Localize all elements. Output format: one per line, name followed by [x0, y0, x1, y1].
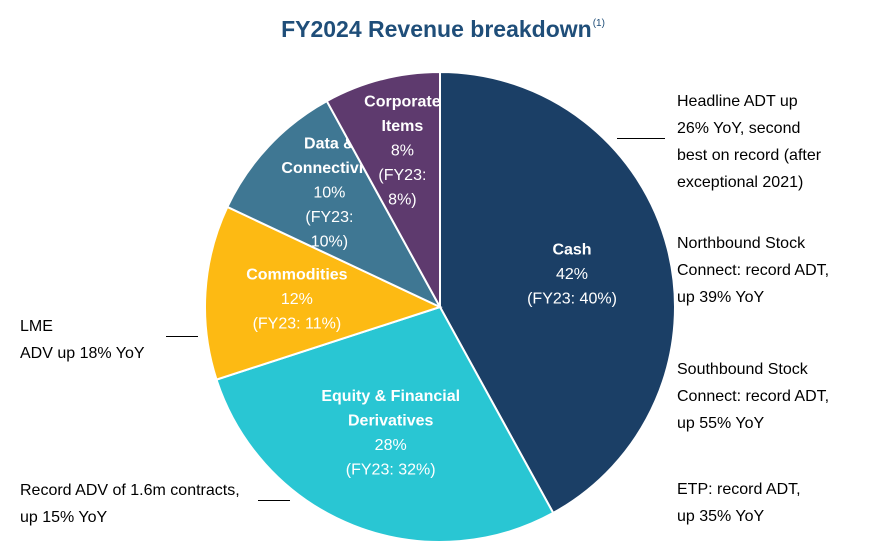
pie-slice-cash: [439, 70, 676, 515]
slice-value-commodities: 12%: [281, 291, 313, 308]
annotation-equity-derivatives: Record ADV of 1.6m contracts, up 15% YoY: [20, 482, 240, 526]
slice-label-cash: Cash: [552, 242, 591, 259]
slice-prior-corporate-items: 8%): [388, 191, 416, 208]
slice-value-cash: 42%: [556, 266, 588, 283]
slice-value-data-and-connectivity: 10%: [313, 185, 345, 202]
annotation-southbound: Southbound Stock Connect: record ADT, up…: [677, 361, 830, 432]
leader-line-cash: [617, 138, 665, 139]
pie-slice-corporate-items: [325, 70, 441, 308]
annotation-etp: ETP: record ADT, up 35% YoY: [677, 481, 801, 525]
slice-value-corporate-items: 8%: [391, 142, 414, 159]
slice-prior-equity-and-financial-derivatives: (FY23: 32%): [346, 461, 436, 478]
leader-line-equity-derivatives: [258, 500, 290, 501]
slice-prior-data-and-connectivity: 10%): [311, 234, 348, 251]
pie-slice-equity-and-financial-derivatives: [215, 305, 555, 543]
slice-label-data-and-connectivity: Connectivity: [281, 160, 377, 177]
slice-value-equity-and-financial-derivatives: 28%: [375, 437, 407, 454]
annotation-northbound: Northbound Stock Connect: record ADT, up…: [677, 235, 830, 306]
slice-prior-data-and-connectivity: (FY23:: [305, 209, 353, 226]
slice-prior-corporate-items: (FY23:: [378, 167, 426, 184]
title-footnote: (1): [592, 18, 605, 29]
annotation-cash-headline: Headline ADT up 26% YoY, second best on …: [677, 93, 822, 191]
slice-label-corporate-items: Items: [382, 118, 424, 135]
chart-title: FY2024 Revenue breakdown(1): [281, 16, 605, 42]
slice-label-equity-and-financial-derivatives: Derivatives: [348, 412, 433, 429]
pie-slice-data-and-connectivity: [226, 99, 443, 310]
slice-prior-commodities: (FY23: 11%): [253, 316, 342, 333]
pie-slice-commodities: [204, 205, 443, 381]
slice-label-data-and-connectivity: Data &: [304, 136, 355, 153]
slice-label-equity-and-financial-derivatives: Equity & Financial: [321, 388, 460, 405]
slice-prior-cash: (FY23: 40%): [527, 291, 617, 308]
annotation-lme: LME ADV up 18% YoY: [20, 318, 145, 362]
slice-label-corporate-items: Corporate: [364, 93, 441, 110]
leader-line-lme: [166, 336, 198, 337]
slice-label-commodities: Commodities: [246, 267, 347, 284]
